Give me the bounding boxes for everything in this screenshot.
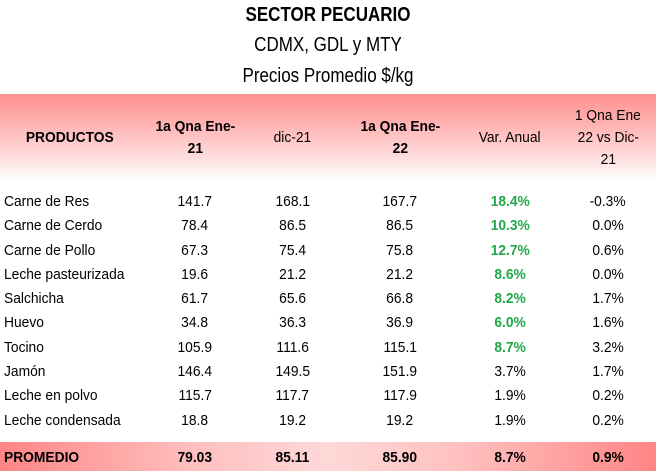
footer-vs-dic: 0.9% <box>592 449 624 466</box>
table-row: Leche en polvo 115.7 117.7 117.9 1.9% 0.… <box>0 384 656 408</box>
cell-ene22: 75.8 <box>386 241 414 259</box>
footer-dic21: 85.11 <box>275 449 310 466</box>
table-row: Leche pasteurizada 19.6 21.2 21.2 8.6% 0… <box>0 263 656 287</box>
table-row: Huevo 34.8 36.3 36.9 6.0% 1.6% <box>0 311 656 335</box>
cell-vs-dic: 1.7% <box>592 363 624 381</box>
cell-var-anual: 8.6% <box>494 265 526 283</box>
cell-ene21: 61.7 <box>181 290 209 308</box>
cell-producto: Carne de Res <box>4 193 90 210</box>
cell-dic21: 75.4 <box>279 241 306 259</box>
cell-dic21: 86.5 <box>279 217 306 235</box>
header-var-anual: Var. Anual <box>479 128 541 146</box>
cell-ene22: 117.9 <box>383 387 417 405</box>
footer-var-anual: 8.7% <box>494 449 526 466</box>
cell-dic21: 149.5 <box>275 363 310 381</box>
title-block: SECTOR PECUARIO CDMX, GDL y MTY Precios … <box>0 0 656 92</box>
cell-ene22: 115.1 <box>383 338 417 356</box>
cell-var-anual: 10.3% <box>490 217 530 235</box>
cell-ene21: 115.7 <box>178 387 212 405</box>
table-body: Carne de Res 141.7 168.1 167.7 18.4% -0.… <box>0 190 656 433</box>
cell-ene21: 141.7 <box>177 193 213 210</box>
cell-vs-dic: 0.6% <box>592 241 624 259</box>
cell-var-anual: 6.0% <box>494 314 526 332</box>
cell-ene22: 167.7 <box>382 193 418 210</box>
page-subtitle: CDMX, GDL y MTY <box>254 34 402 56</box>
cell-dic21: 65.6 <box>279 290 306 308</box>
cell-dic21: 111.6 <box>276 338 309 356</box>
table-row: Salchicha 61.7 65.6 66.8 8.2% 1.7% <box>0 287 656 311</box>
header-ene22: 1a Qna Ene- 22 <box>360 117 440 157</box>
cell-ene21: 34.8 <box>181 314 209 332</box>
cell-producto: Carne de Pollo <box>4 241 96 259</box>
table-row: Tocino 105.9 111.6 115.1 8.7% 3.2% <box>0 336 656 360</box>
header-ene21: 1a Qna Ene- 21 <box>155 117 235 157</box>
table-footer-promedio: PROMEDIO 79.03 85.11 85.90 8.7% 0.9% <box>0 442 656 471</box>
header-dic21: dic-21 <box>273 128 312 146</box>
cell-dic21: 36.3 <box>279 314 306 332</box>
cell-var-anual: 12.7% <box>490 241 530 259</box>
cell-ene21: 146.4 <box>177 363 213 381</box>
cell-vs-dic: -0.3% <box>589 193 627 210</box>
cell-var-anual: 8.7% <box>494 338 526 356</box>
table-header: PRODUCTOS 1a Qna Ene- 21 dic-21 1a Qna En… <box>0 94 656 181</box>
cell-ene22: 36.9 <box>386 314 414 332</box>
cell-producto: Tocino <box>4 338 44 356</box>
cell-ene21: 19.6 <box>181 265 209 283</box>
cell-producto: Jamón <box>4 363 46 381</box>
page-subtitle-units: Precios Promedio $/kg <box>242 65 414 87</box>
cell-vs-dic: 1.6% <box>592 314 624 332</box>
cell-producto: Carne de Cerdo <box>4 217 103 235</box>
table-row: Leche condensada 18.8 19.2 19.2 1.9% 0.2… <box>0 409 656 433</box>
footer-ene21: 79.03 <box>177 449 213 466</box>
cell-var-anual: 3.7% <box>494 363 526 381</box>
cell-ene22: 19.2 <box>386 411 414 429</box>
cell-ene21: 67.3 <box>181 241 209 259</box>
cell-producto: Leche condensada <box>4 411 121 429</box>
cell-dic21: 19.2 <box>279 411 306 429</box>
footer-producto: PROMEDIO <box>4 449 80 466</box>
header-productos: PRODUCTOS <box>26 128 114 146</box>
table-row: Jamón 146.4 149.5 151.9 3.7% 1.7% <box>0 360 656 384</box>
cell-producto: Leche pasteurizada <box>4 265 125 283</box>
cell-vs-dic: 1.7% <box>592 290 624 308</box>
cell-producto: Huevo <box>4 314 44 332</box>
cell-ene21: 18.8 <box>181 411 209 429</box>
cell-vs-dic: 0.0% <box>592 217 624 235</box>
header-vs-dic: 1 Qna Ene 22 vs Dic- 21 <box>575 106 641 168</box>
cell-producto: Salchicha <box>4 290 64 308</box>
cell-dic21: 21.2 <box>279 265 306 283</box>
cell-ene22: 21.2 <box>386 265 414 283</box>
cell-vs-dic: 0.2% <box>592 411 624 429</box>
cell-var-anual: 1.9% <box>494 411 526 429</box>
table-row: Carne de Res 141.7 168.1 167.7 18.4% -0.… <box>0 190 656 214</box>
cell-ene22: 151.9 <box>382 363 418 381</box>
cell-var-anual: 8.2% <box>494 290 526 308</box>
cell-dic21: 117.7 <box>275 387 310 405</box>
footer-ene22: 85.90 <box>382 449 418 466</box>
table-row: Carne de Pollo 67.3 75.4 75.8 12.7% 0.6% <box>0 239 656 263</box>
table-row: Carne de Cerdo 78.4 86.5 86.5 10.3% 0.0% <box>0 214 656 238</box>
cell-var-anual: 1.9% <box>494 387 526 405</box>
cell-producto: Leche en polvo <box>4 387 98 405</box>
cell-var-anual: 18.4% <box>490 193 530 210</box>
cell-vs-dic: 3.2% <box>592 338 624 356</box>
cell-ene22: 86.5 <box>386 217 414 235</box>
cell-dic21: 168.1 <box>275 193 310 210</box>
cell-ene21: 78.4 <box>181 217 209 235</box>
cell-ene22: 66.8 <box>386 290 414 308</box>
cell-ene21: 105.9 <box>177 338 213 356</box>
page-title: SECTOR PECUARIO <box>245 4 411 26</box>
cell-vs-dic: 0.2% <box>592 387 624 405</box>
cell-vs-dic: 0.0% <box>592 265 624 283</box>
